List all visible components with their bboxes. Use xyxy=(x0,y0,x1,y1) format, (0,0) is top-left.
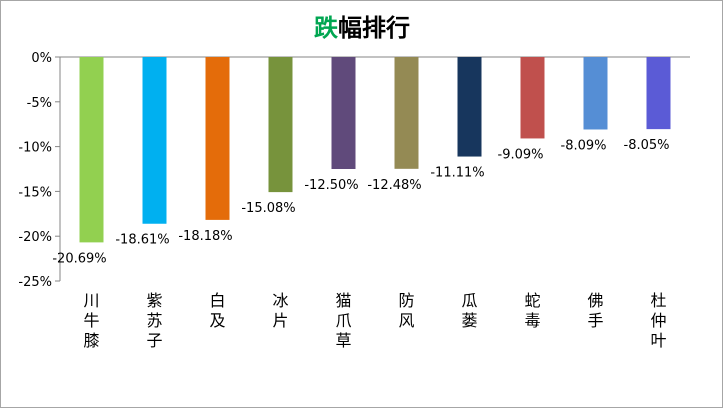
y-tick-label: -20% xyxy=(18,230,52,245)
y-tick-label: -10% xyxy=(18,141,52,156)
bar xyxy=(646,57,671,130)
x-tick-label: 瓜蒌 xyxy=(461,291,477,330)
x-tick-label: 佛手 xyxy=(587,291,603,330)
data-label: -8.05% xyxy=(624,138,670,153)
data-label: -11.11% xyxy=(430,166,484,181)
x-tick-label: 紫苏子 xyxy=(146,291,162,350)
bar xyxy=(583,57,608,130)
data-label: -12.50% xyxy=(304,178,358,193)
y-tick-label: 0% xyxy=(31,51,52,66)
bar xyxy=(205,57,230,220)
bar xyxy=(520,57,545,139)
y-tick-label: -15% xyxy=(18,185,52,200)
bar xyxy=(79,57,104,243)
x-tick-label: 蛇毒 xyxy=(524,291,540,330)
data-label: -20.69% xyxy=(52,251,106,266)
data-label: -18.18% xyxy=(178,229,232,244)
y-tick-label: -5% xyxy=(27,96,52,111)
data-label: -15.08% xyxy=(241,201,295,216)
x-tick-label: 白及 xyxy=(209,291,225,330)
bar xyxy=(457,57,482,157)
data-label: -9.09% xyxy=(498,147,544,162)
bar xyxy=(331,57,356,169)
bar xyxy=(268,57,293,193)
bar xyxy=(142,57,167,224)
data-label: -18.61% xyxy=(115,233,169,248)
x-tick-label: 杜仲叶 xyxy=(650,291,666,350)
x-tick-label: 猫爪草 xyxy=(335,291,351,350)
x-tick-label: 冰片 xyxy=(272,291,288,330)
data-label: -12.48% xyxy=(367,178,421,193)
x-tick-label: 川牛膝 xyxy=(83,291,99,350)
x-tick-label: 防风 xyxy=(398,291,414,330)
y-tick-label: -25% xyxy=(18,275,52,290)
data-label: -8.09% xyxy=(561,138,607,153)
bar xyxy=(394,57,419,169)
chart-title: 跌幅排行 xyxy=(314,14,410,42)
